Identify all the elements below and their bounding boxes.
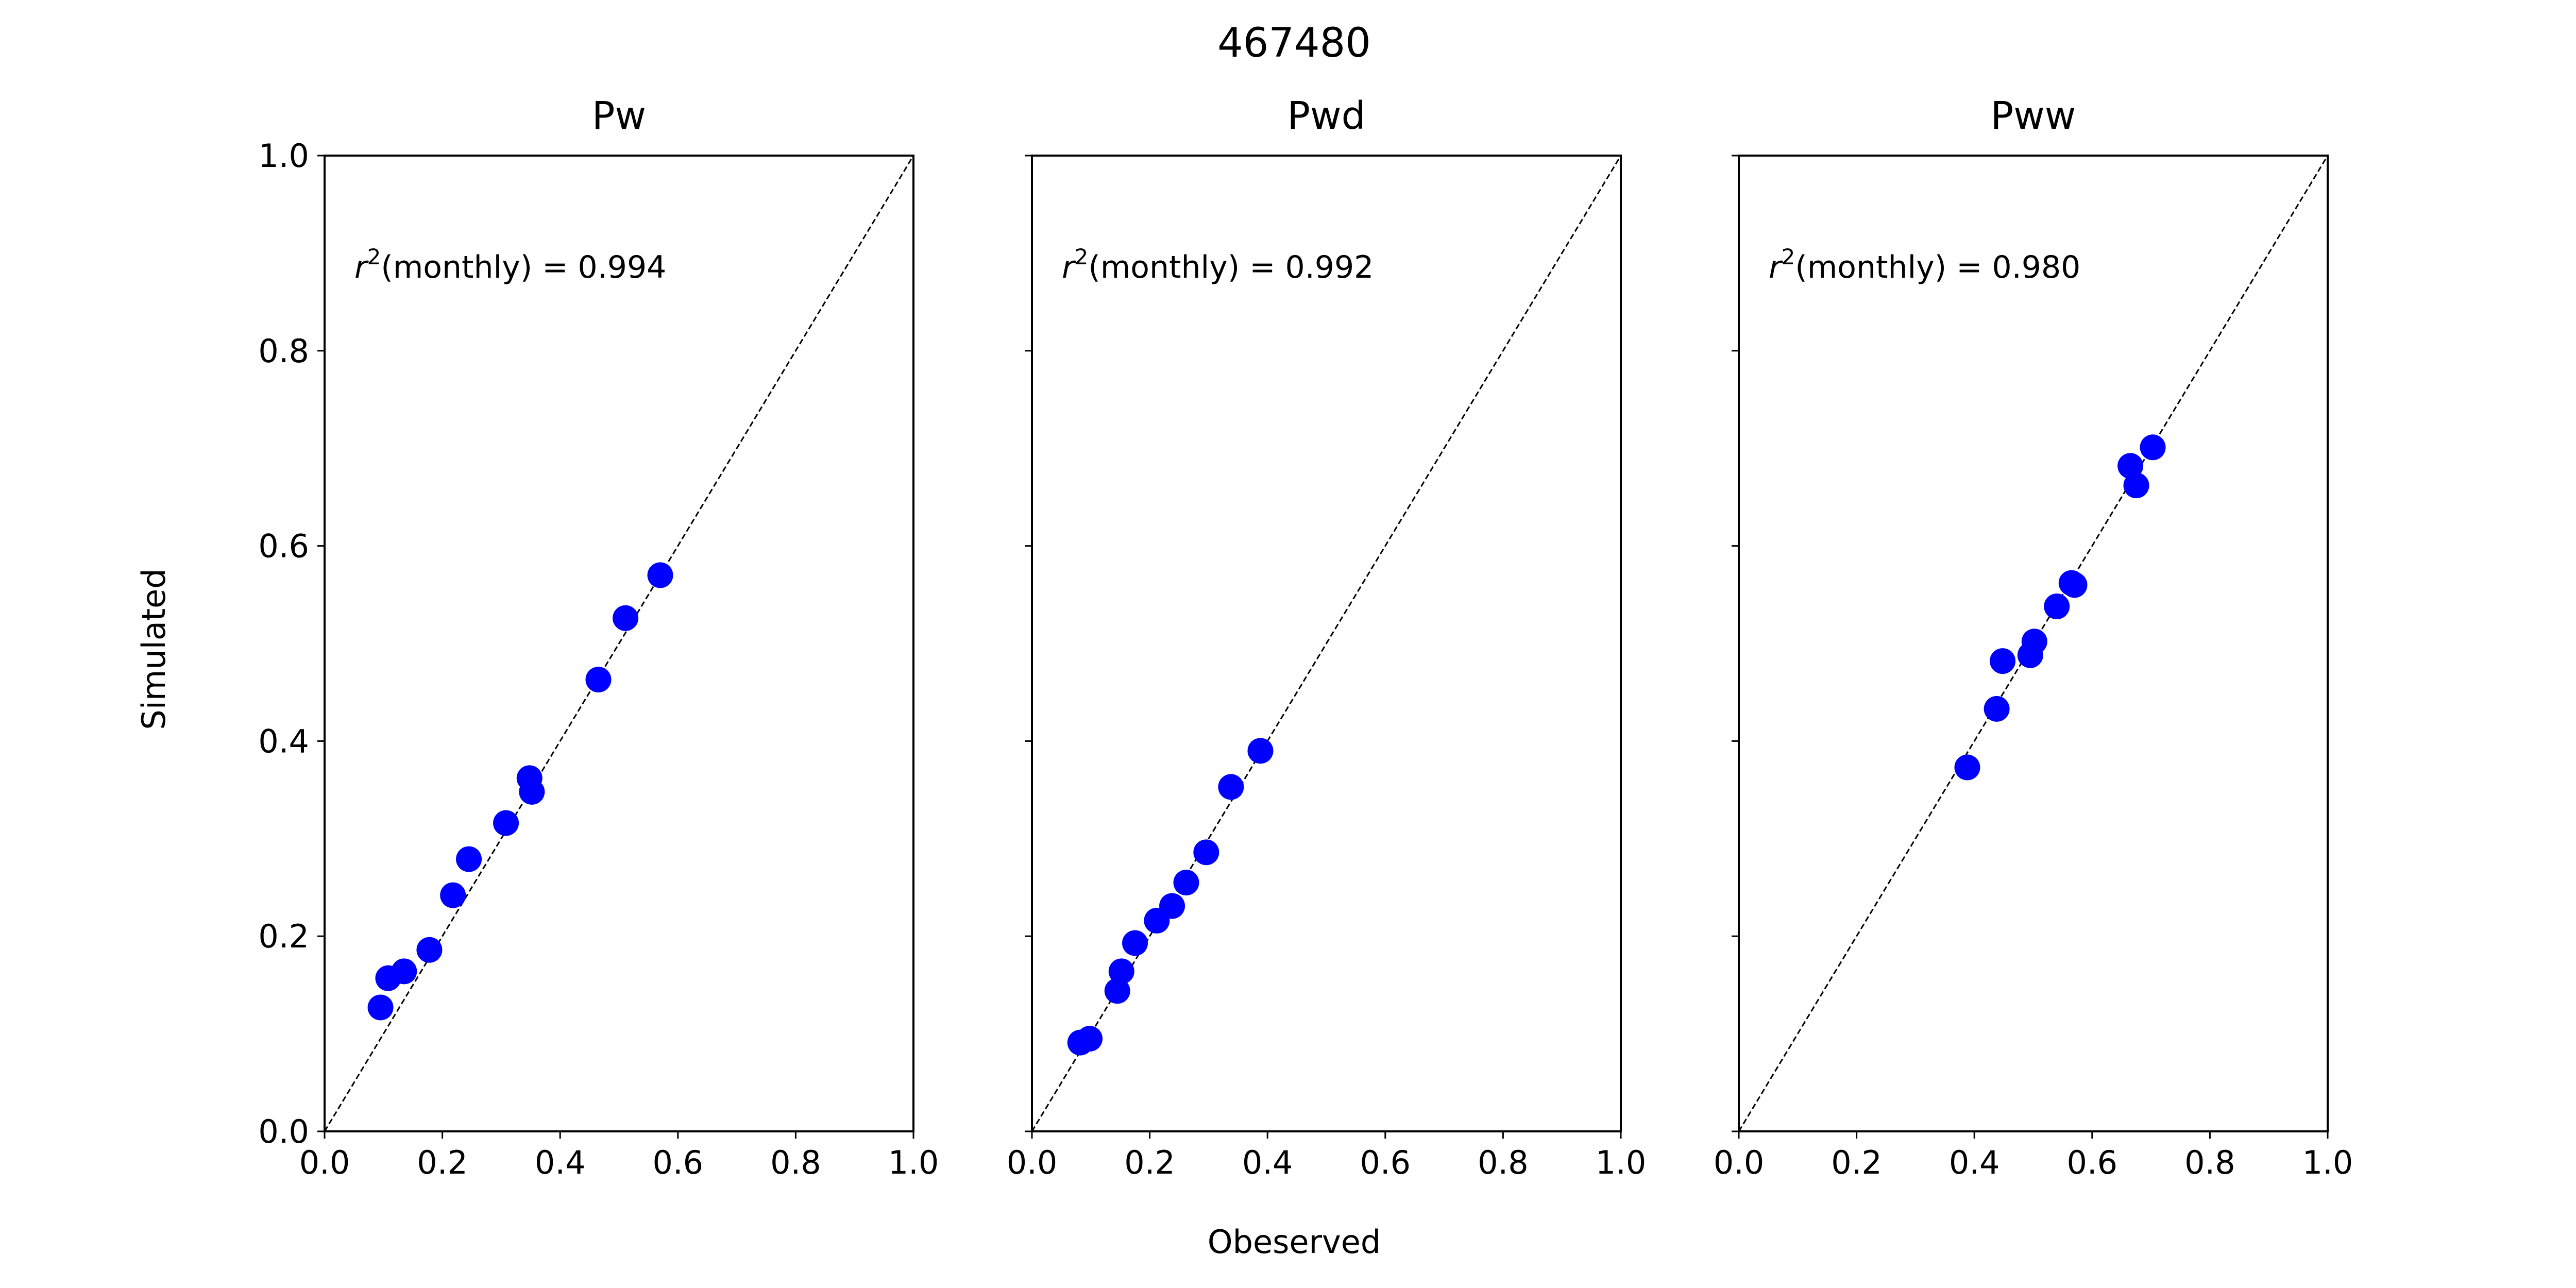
data-point: [1954, 754, 1980, 781]
x-tick-label: 1.0: [888, 1144, 939, 1181]
figure-title: 467480: [1217, 20, 1371, 66]
superscript-2: 2: [1782, 244, 1795, 269]
x-tick-label: 1.0: [2302, 1144, 2353, 1181]
data-point: [367, 994, 394, 1021]
x-tick-label: 0.4: [535, 1144, 586, 1181]
annotation-text: (monthly) = 0.992: [1088, 249, 1374, 285]
data-point: [613, 605, 639, 631]
y-tick-label: 0.0: [258, 1113, 309, 1150]
data-point: [1173, 870, 1199, 896]
data-point: [2117, 453, 2144, 479]
annotation-text: (monthly) = 0.994: [381, 249, 666, 285]
x-tick-label: 1.0: [1596, 1144, 1647, 1181]
axes-frame: [1738, 155, 2329, 1132]
axes-frame: [324, 155, 914, 1132]
x-tick-label: 0.0: [299, 1144, 350, 1181]
r-symbol: r: [354, 249, 369, 285]
annotation-text: (monthly) = 0.980: [1795, 249, 2080, 285]
data-point: [391, 958, 417, 985]
y-tick-label: 1.0: [258, 137, 309, 175]
data-point: [2140, 434, 2166, 461]
data-point: [1218, 774, 1244, 800]
reference-line: [1031, 155, 1622, 1132]
x-tick-label: 0.2: [1831, 1144, 1882, 1181]
r-squared-annotation: r2(monthly) = 0.992: [1062, 244, 1374, 285]
data-point: [647, 562, 673, 588]
y-tick-label: 0.4: [258, 722, 309, 760]
data-point: [1077, 1026, 1103, 1052]
x-tick-label: 0.0: [1714, 1144, 1765, 1181]
data-point: [1247, 738, 1274, 764]
x-axis-label: Obeserved: [1208, 1223, 1381, 1261]
data-point: [2044, 594, 2070, 620]
x-tick-label: 0.8: [770, 1144, 821, 1181]
x-tick-label: 0.8: [1478, 1144, 1529, 1181]
data-point: [1193, 839, 1219, 866]
reference-line: [324, 155, 914, 1132]
x-tick-label: 0.6: [2066, 1144, 2117, 1181]
data-point: [1159, 893, 1185, 919]
data-point: [1108, 958, 1134, 985]
data-point: [1984, 696, 2010, 722]
panels: Pw0.0 0.2 0.4 0.6 0.8 1.00.00.20.40.60.81.0r2…: [258, 94, 2353, 1181]
y-tick-label: 0.2: [258, 918, 309, 955]
panel-title: Pww: [1991, 94, 2076, 138]
axes-frame: [1031, 155, 1622, 1132]
y-tick-label: 0.8: [258, 332, 309, 370]
x-tick-label: 0.4: [1242, 1144, 1293, 1181]
data-point: [456, 846, 482, 872]
panel-pww: Pww 0.0 0.2 0.4 0.6 0.8 1.0 r2(monthly) = 0.980: [1714, 94, 2353, 1181]
r-symbol: r: [1769, 249, 1783, 285]
r-symbol: r: [1062, 249, 1076, 285]
data-point: [416, 937, 443, 963]
data-point: [1104, 978, 1130, 1004]
data-point: [2061, 572, 2088, 598]
panel-pwd: Pwd 0.0 0.2 0.4 0.6 0.8 1.0 r2(monthly) = 0.992: [1007, 94, 1647, 1181]
data-point: [585, 667, 612, 693]
y-tick-label: 0.6: [258, 528, 309, 565]
y-axis-label: Simulated: [135, 568, 173, 730]
data-point: [1122, 930, 1148, 956]
x-tick-label: 0.4: [1949, 1144, 2000, 1181]
r-squared-annotation: r2(monthly) = 0.994: [354, 244, 666, 285]
data-point: [2021, 629, 2047, 655]
data-point: [440, 882, 466, 908]
superscript-2: 2: [367, 244, 381, 269]
x-tick-label: 0.6: [1360, 1144, 1411, 1181]
superscript-2: 2: [1075, 244, 1089, 269]
panel-title: Pw: [592, 94, 646, 138]
x-tick-label: 0.2: [417, 1144, 468, 1181]
data-point: [2123, 472, 2149, 499]
x-tick-label: 0.0: [1007, 1144, 1058, 1181]
panel-title: Pwd: [1287, 94, 1365, 138]
data-point: [1990, 648, 2016, 674]
x-tick-label: 0.8: [2184, 1144, 2235, 1181]
r-squared-annotation: r2(monthly) = 0.980: [1769, 244, 2080, 285]
data-point: [519, 778, 545, 805]
x-tick-label: 0.6: [652, 1144, 703, 1181]
x-tick-label: 0.2: [1124, 1144, 1175, 1181]
data-point: [493, 810, 519, 836]
panel-pw: Pw 0.0 0.2 0.4 0.6 0.8 1.0 0.0 0.2 0.4 0.6 0.8 1.0 r2…: [258, 94, 939, 1181]
